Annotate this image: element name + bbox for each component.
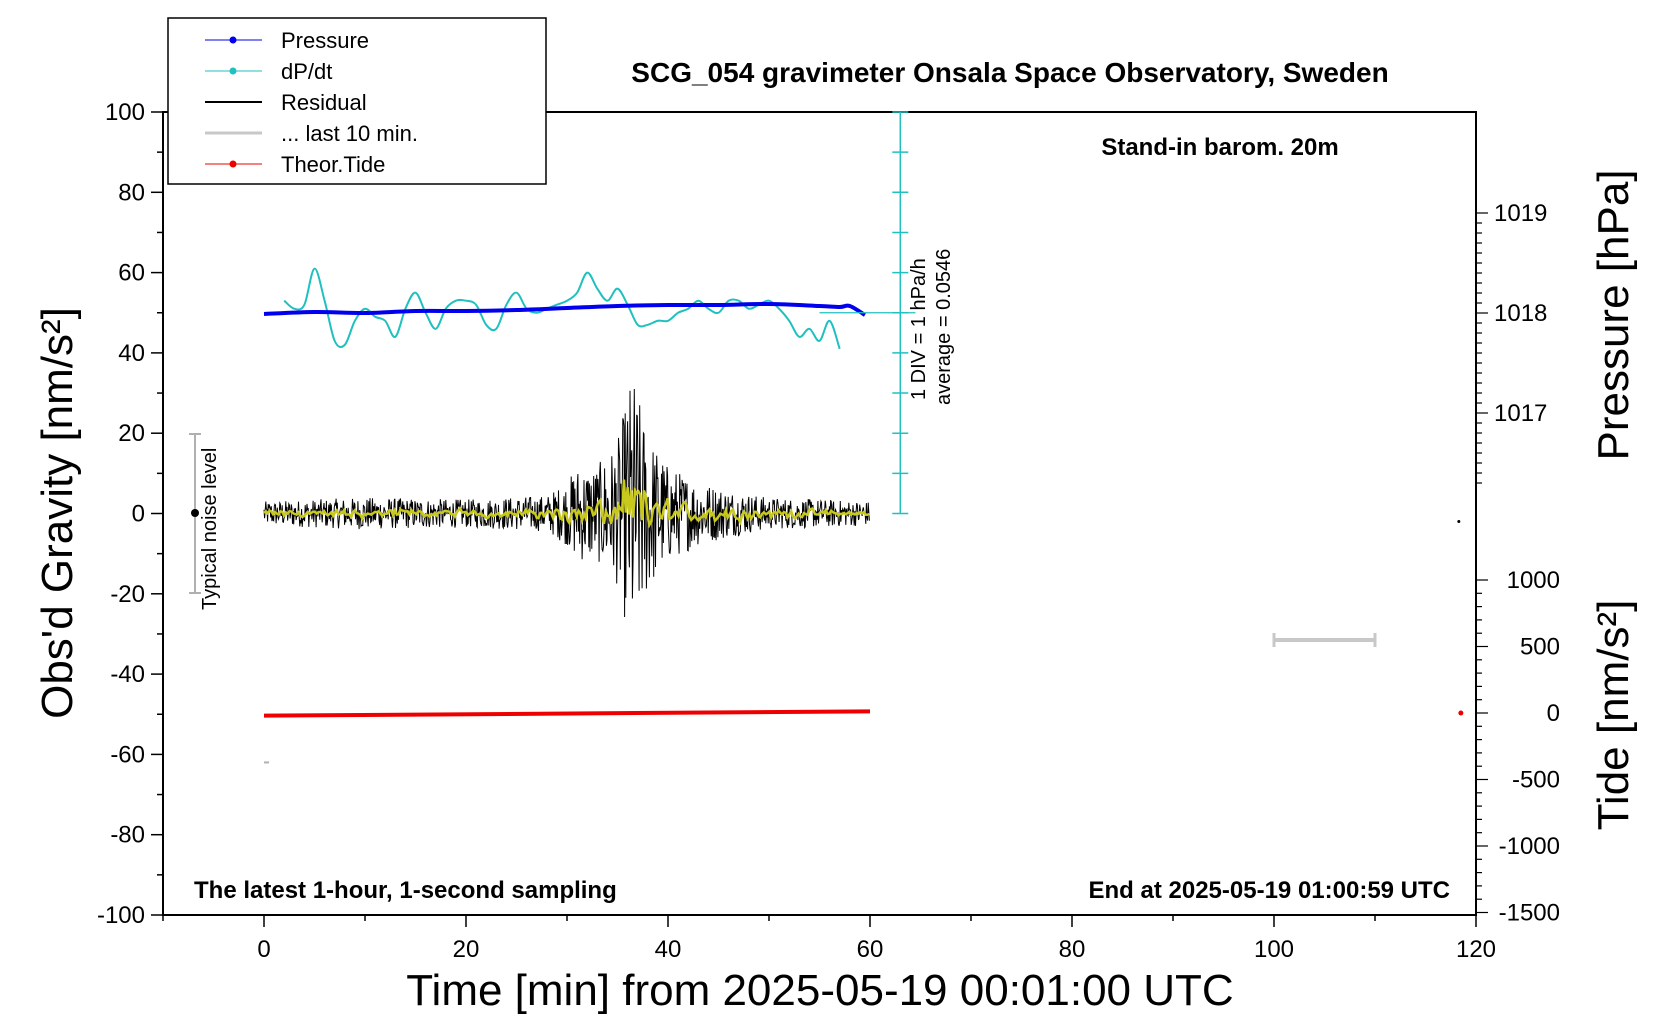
y-axis-label-left: Obs'd Gravity [nm/s²] xyxy=(33,307,82,719)
y-tick-label: -80 xyxy=(110,822,145,849)
legend: Pressure dP/dt Residual ... last 10 min.… xyxy=(167,17,547,185)
theor-tide-series-line xyxy=(263,709,871,718)
pressure-series-line xyxy=(263,301,867,317)
svg-text:Residual: Residual xyxy=(281,90,367,115)
sampling-note: The latest 1-hour, 1-second sampling xyxy=(194,877,617,904)
tide-tick-label: 1000 xyxy=(1507,567,1560,594)
legend-entry-residual: Residual xyxy=(205,90,367,115)
noise-level-marker xyxy=(189,433,201,594)
tide-tick-label: 500 xyxy=(1520,634,1560,661)
svg-text:Pressure: Pressure xyxy=(281,28,369,53)
x-tick-label: 60 xyxy=(857,936,884,963)
x-tick-label: 120 xyxy=(1456,936,1496,963)
series-layer xyxy=(263,267,1464,764)
tide-tick-label: -1500 xyxy=(1499,900,1560,927)
y-tick-label: 20 xyxy=(118,420,145,447)
dpdt-average-label: average = 0.0546 xyxy=(933,249,955,405)
chart-title: SCG_054 gravimeter Onsala Space Observat… xyxy=(631,57,1388,88)
dpdt-series-line xyxy=(283,267,841,350)
y-tick-label: 80 xyxy=(118,179,145,206)
theor-tide-latest-point xyxy=(1458,710,1464,716)
x-tick-label: 40 xyxy=(655,936,682,963)
x-tick-label: 80 xyxy=(1059,936,1086,963)
tide-tick-label: -500 xyxy=(1512,767,1560,794)
x-tick-label: 100 xyxy=(1254,936,1294,963)
tide-tick-label: -1000 xyxy=(1499,833,1560,860)
y-tick-label: -100 xyxy=(97,902,145,929)
tick-layer: 0 20 40 60 80 100 120 100 80 60 40 20 0 -20 -40 -60 -80 -… xyxy=(97,99,1560,963)
residual-series-line xyxy=(263,388,870,618)
pressure-tick-label: 1019 xyxy=(1494,200,1547,227)
x-tick-label: 20 xyxy=(453,936,480,963)
svg-text:... last 10 min.: ... last 10 min. xyxy=(281,121,418,146)
last-10-min-bar xyxy=(1272,633,1377,647)
x-axis-label: Time [min] from 2025-05-19 00:01:00 UTC xyxy=(406,966,1233,1015)
noise-level-label: Typical noise level xyxy=(199,448,221,610)
end-time-note: End at 2025-05-19 01:00:59 UTC xyxy=(1089,877,1451,904)
y-tick-label: -60 xyxy=(110,741,145,768)
dpdt-scale-bar xyxy=(819,111,916,515)
y-axis-label-tide: Tide [nm/s²] xyxy=(1589,600,1638,831)
y-tick-label: -20 xyxy=(110,581,145,608)
svg-text:Theor.Tide: Theor.Tide xyxy=(281,152,385,177)
y-axis-label-pressure: Pressure [hPa] xyxy=(1589,169,1638,460)
y-tick-label: 60 xyxy=(118,260,145,287)
legend-entry-pressure: Pressure xyxy=(205,28,369,53)
residual-latest-point xyxy=(1457,520,1461,524)
pressure-tick-label: 1017 xyxy=(1494,400,1547,427)
y-tick-label: 100 xyxy=(105,99,145,126)
barometer-note: Stand-in barom. 20m xyxy=(1101,134,1338,161)
legend-entry-theor-tide: Theor.Tide xyxy=(205,152,385,177)
legend-entry-last-10-min: ... last 10 min. xyxy=(205,121,418,146)
y-tick-label: 40 xyxy=(118,340,145,367)
tide-tick-label: 0 xyxy=(1547,700,1560,727)
residual-smoothed-line xyxy=(263,479,870,529)
y-tick-label: -40 xyxy=(110,661,145,688)
svg-text:dP/dt: dP/dt xyxy=(281,59,332,84)
pressure-tick-label: 1018 xyxy=(1494,300,1547,327)
legend-entry-dpdt: dP/dt xyxy=(205,59,332,84)
dpdt-scale-label: 1 DIV = 1 hPa/h xyxy=(908,258,930,400)
x-tick-label: 0 xyxy=(257,936,270,963)
y-tick-label: 0 xyxy=(132,501,145,528)
